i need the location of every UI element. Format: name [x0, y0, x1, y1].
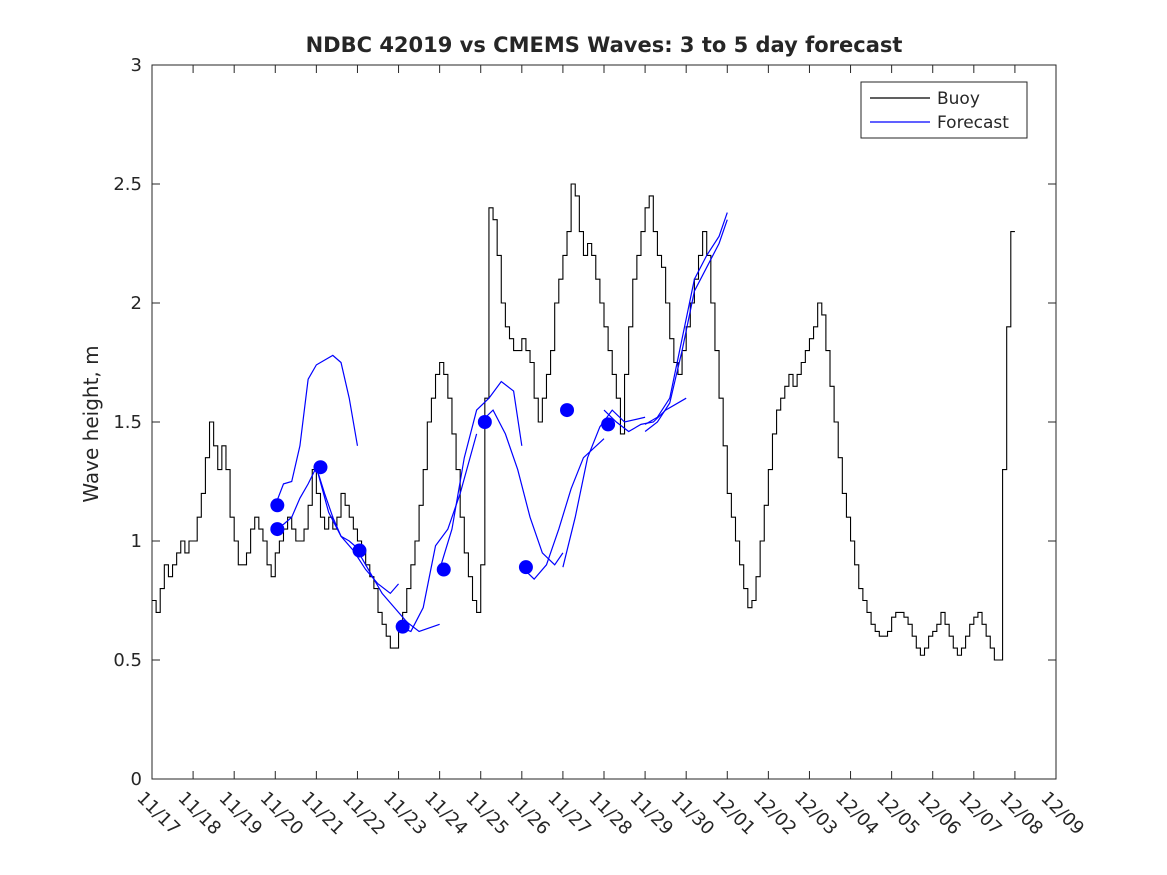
forecast-marker	[436, 562, 451, 577]
y-tick-label: 0.5	[113, 650, 142, 671]
forecast-series-line	[315, 467, 399, 595]
forecast-series-line	[439, 380, 523, 570]
forecast-series-line	[562, 409, 646, 568]
forecast-series-line	[644, 219, 728, 432]
buoy-series-line	[152, 183, 1015, 661]
forecast-marker	[313, 460, 328, 475]
legend-label-buoy: Buoy	[937, 89, 980, 109]
legend: Buoy Forecast	[860, 81, 1028, 139]
forecast-series-line	[398, 433, 478, 633]
forecast-marker	[601, 417, 616, 432]
forecast-series-line	[274, 354, 359, 506]
chart-title: NDBC 42019 vs CMEMS Waves: 3 to 5 day fo…	[306, 33, 903, 57]
forecast-marker	[395, 619, 410, 634]
forecast-marker	[352, 543, 367, 558]
legend-box	[860, 81, 1028, 139]
y-axis-label: Wave height, m	[79, 345, 103, 502]
forecast-marker	[270, 522, 285, 537]
forecast-marker	[560, 403, 575, 418]
y-tick-label: 1.5	[113, 412, 142, 433]
forecast-series-line	[521, 438, 605, 580]
y-tick-label: 2.5	[113, 174, 142, 195]
y-tick-label: 3	[131, 55, 142, 76]
forecast-marker	[270, 498, 285, 513]
forecast-series-line	[480, 409, 564, 566]
plot-content	[152, 183, 1015, 661]
forecast-marker	[518, 560, 533, 575]
y-tick-label: 0	[131, 769, 142, 790]
y-tick-label: 1	[131, 531, 142, 552]
forecast-series-line	[644, 212, 728, 425]
forecast-series-line	[356, 550, 440, 633]
y-tick-label: 2	[131, 293, 142, 314]
y-axis-ticks: 0 0.5 1 1.5 2 2.5 3	[113, 55, 1056, 790]
legend-label-forecast: Forecast	[937, 113, 1009, 133]
forecast-marker	[477, 415, 492, 429]
